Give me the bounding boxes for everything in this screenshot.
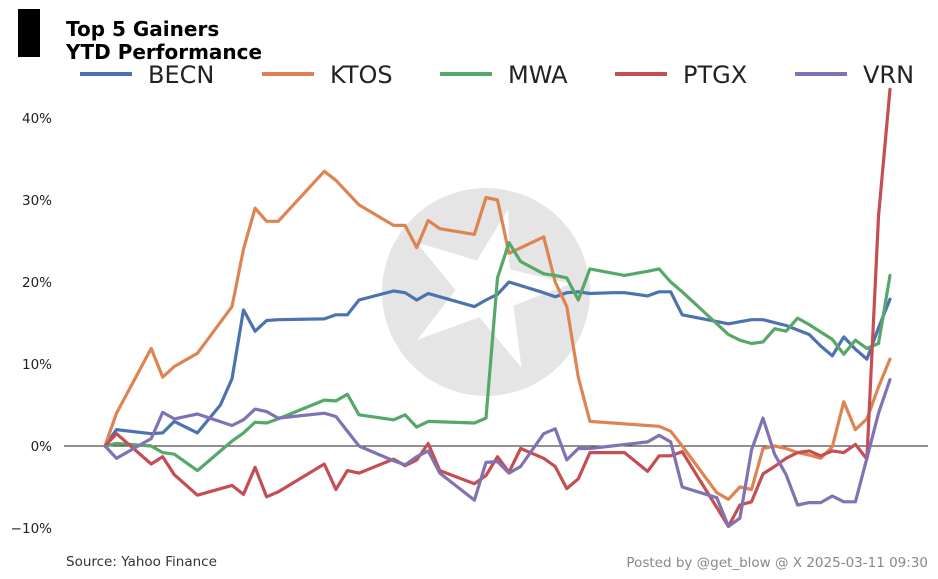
y-tick-label: 20% [22,275,52,291]
legend-item-mwa: MWA [440,61,568,89]
legend: BECN KTOS MWA PTGX VRN [80,61,914,89]
series-lines [103,87,892,529]
legend-label: VRN [863,61,914,89]
legend-item-ptgx: PTGX [615,61,747,89]
legend-item-vrn: VRN [795,61,914,89]
chart-title: Top 5 Gainers [66,17,219,41]
y-tick-label: 30% [22,193,52,209]
series-line-ptgx [103,87,892,529]
legend-label: KTOS [330,61,393,89]
legend-label: BECN [148,61,214,89]
legend-label: PTGX [683,61,747,89]
axes: −10% 0% 10% 20% 30% 40% [11,111,928,537]
series-line-vrn [103,378,892,529]
y-tick-label: −10% [11,521,52,537]
source-note: Source: Yahoo Finance [66,554,217,570]
series-line-mwa [103,241,892,473]
y-tick-label: 10% [22,357,52,373]
series-line-ktos [103,169,892,501]
y-tick-label: 0% [31,439,53,455]
legend-item-becn: BECN [80,61,214,89]
legend-label: MWA [508,61,568,89]
credit-note: Posted by @get_blow @ X 2025-03-11 09:30 [626,555,928,571]
legend-item-ktos: KTOS [262,61,393,89]
chart-subtitle: YTD Performance [65,40,262,64]
series-line-becn [103,280,892,448]
y-tick-label: 40% [22,111,52,127]
logo-mark [18,9,40,57]
